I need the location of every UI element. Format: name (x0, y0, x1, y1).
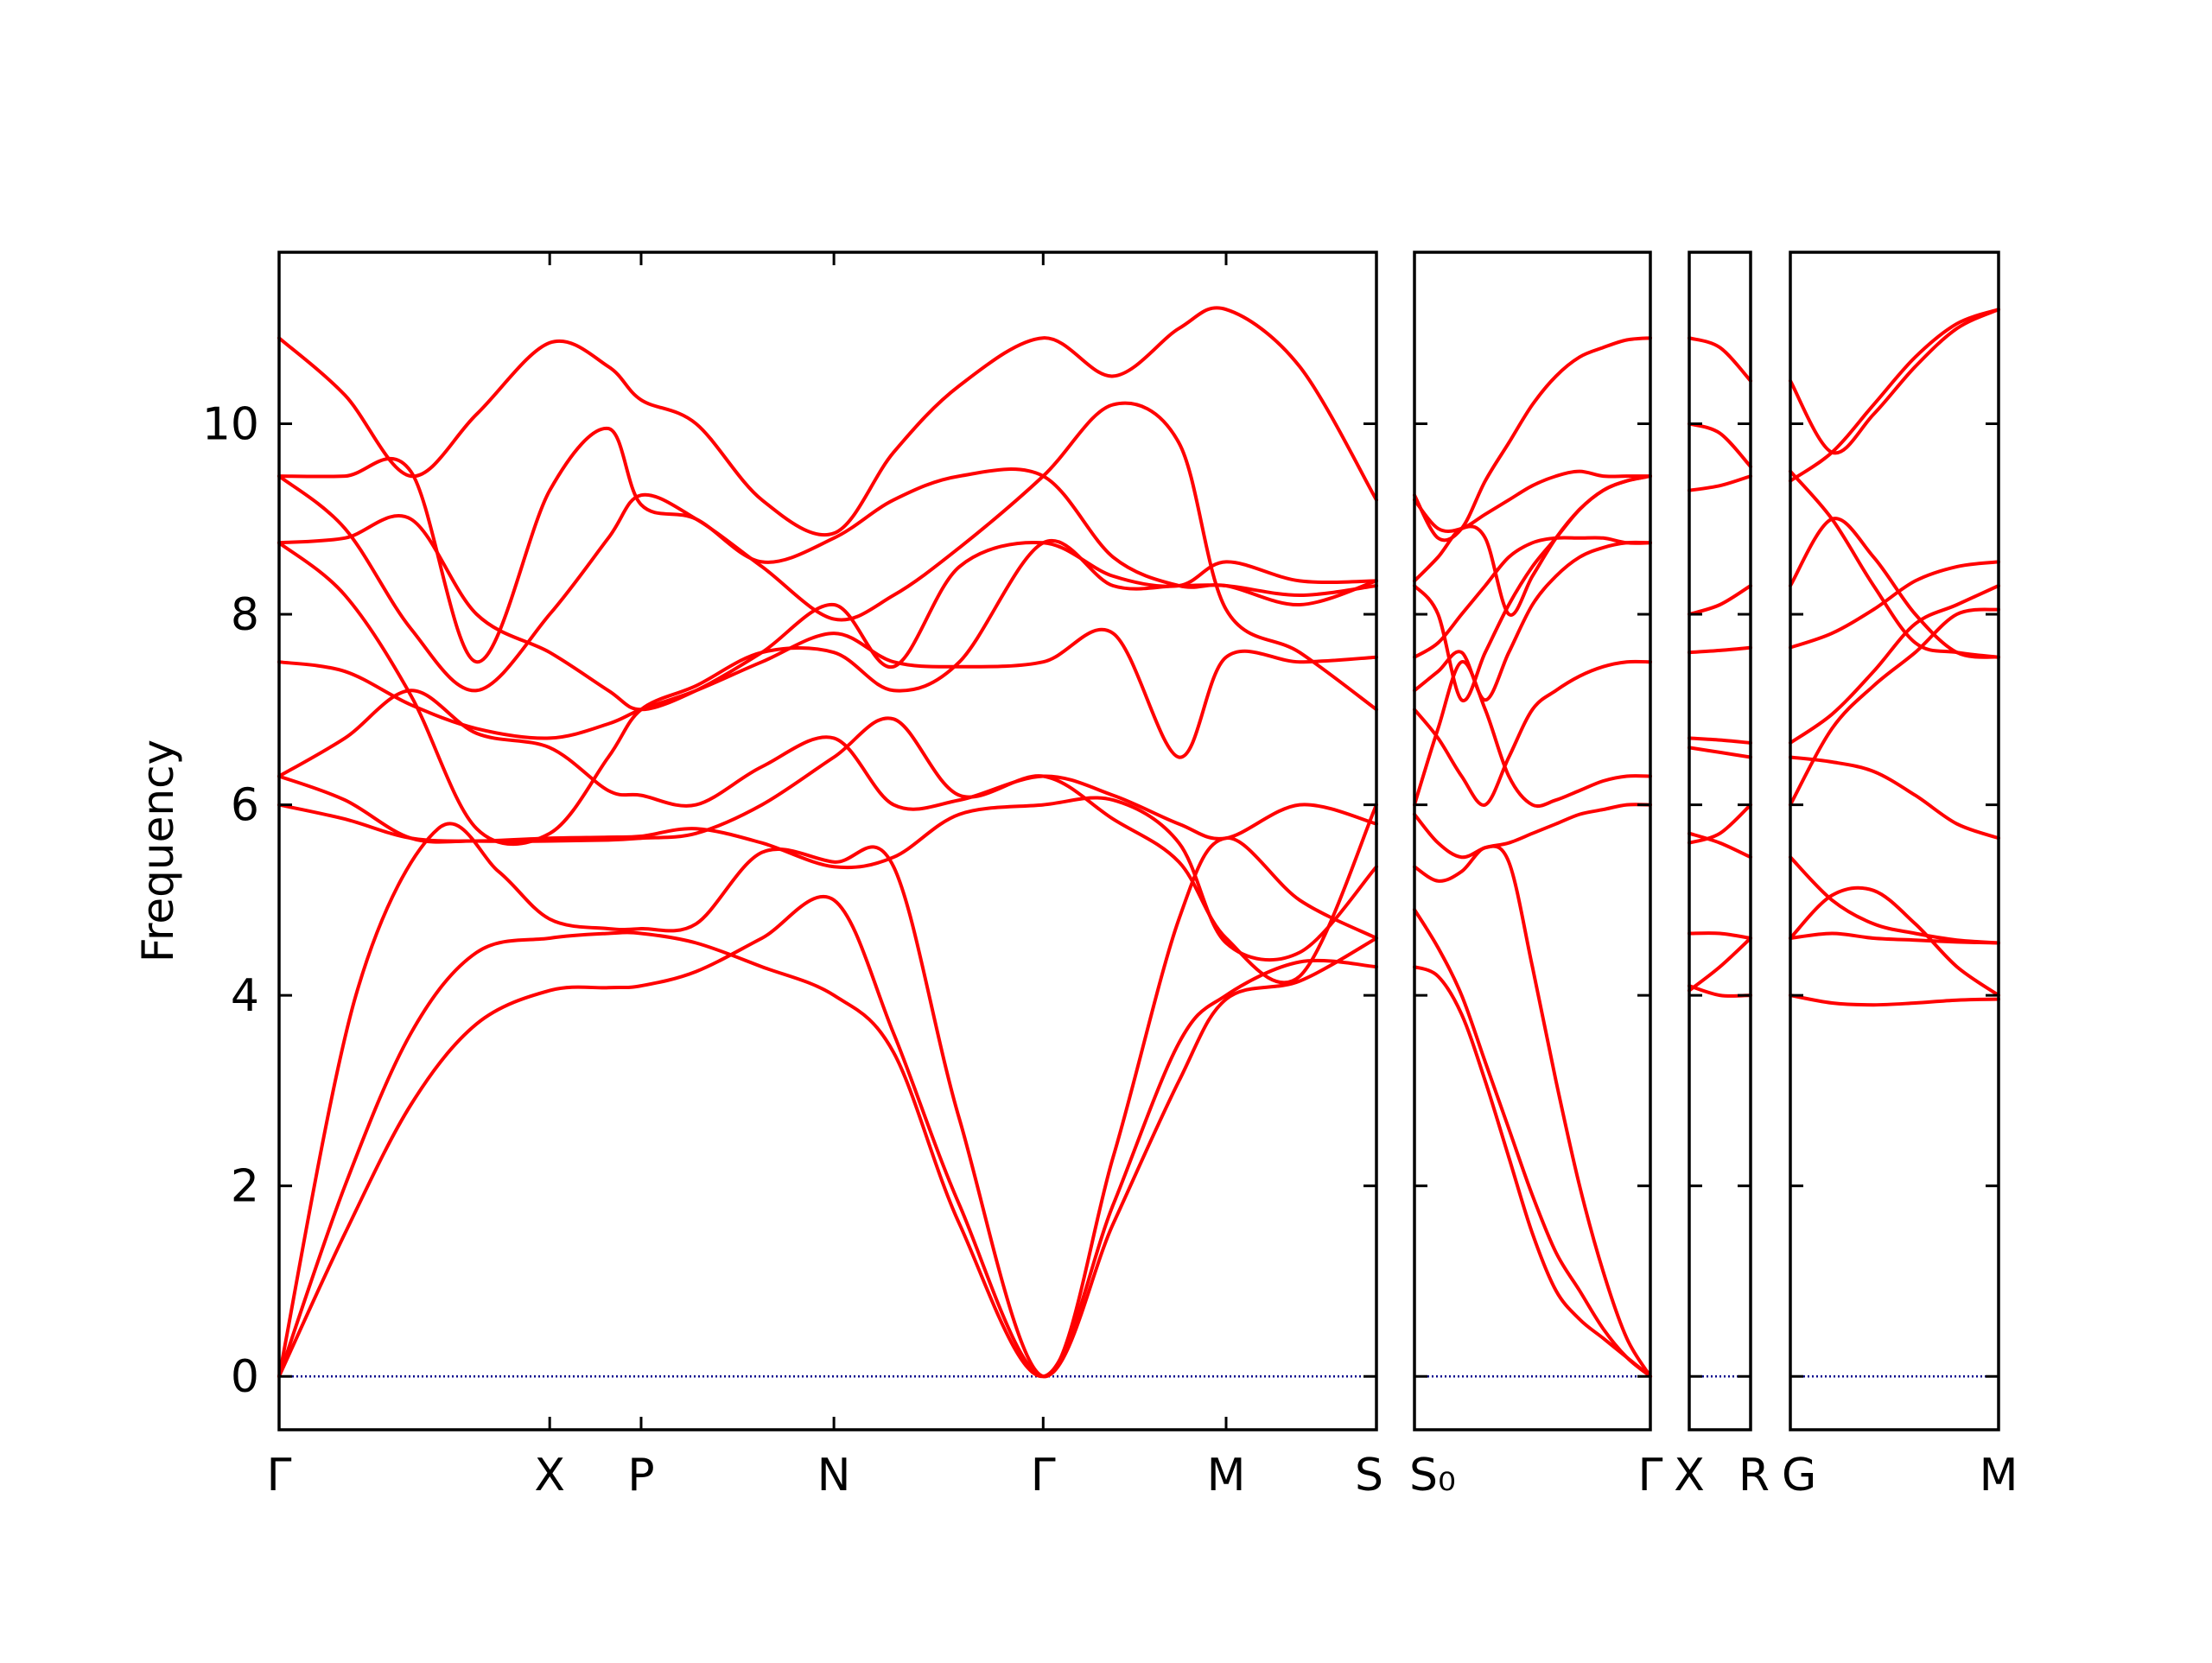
band-branch-1-10 (1413, 469, 1652, 533)
panel-frame (277, 251, 1378, 1431)
band-branch-3-5 (1789, 607, 2000, 807)
x-tick-label: S (1355, 1450, 1383, 1501)
band-branch-1-8 (1413, 474, 1652, 702)
x-tick-label: N (817, 1450, 851, 1501)
band-branch-2-7 (1688, 645, 1752, 655)
band-branch-1-0 (1413, 965, 1652, 1379)
y-tick-label: 6 (231, 780, 259, 832)
band-branch-0-0 (277, 894, 1378, 1379)
x-tick-label: G (1782, 1450, 1816, 1501)
band-branch-2-6 (1688, 736, 1752, 745)
band-branch-0-11 (277, 306, 1378, 537)
band-branch-3-11 (1789, 308, 2000, 455)
band-branch-2-3 (1688, 803, 1752, 845)
band-branch-3-10 (1789, 308, 2000, 483)
band-branch-2-10 (1688, 422, 1752, 469)
band-branch-1-6 (1413, 540, 1652, 702)
band-branch-1-1 (1413, 907, 1652, 1379)
y-axis-label: Frequency (133, 739, 183, 962)
band-branch-0-4 (277, 716, 1378, 985)
band-branch-2-1 (1688, 936, 1752, 993)
band-branch-0-5 (277, 689, 1378, 841)
band-branch-2-9 (1688, 474, 1752, 492)
band-branch-0-6 (277, 627, 1378, 759)
panel-frame (1789, 251, 2000, 1431)
x-tick-label: M (1207, 1450, 1246, 1501)
band-branch-1-11 (1413, 336, 1652, 543)
band-branch-0-3 (277, 796, 1378, 962)
band-branch-0-10 (277, 426, 1378, 664)
band-branch-2-4 (1688, 831, 1752, 860)
band-branch-3-4 (1789, 755, 2000, 841)
band-branch-3-9 (1789, 469, 2000, 659)
band-branch-1-2 (1413, 844, 1652, 1379)
bands-layer (277, 306, 2000, 1379)
band-branch-3-2 (1789, 885, 2000, 998)
band-branch-3-3 (1789, 855, 2000, 945)
band-branch-2-11 (1688, 336, 1752, 383)
y-tick-label: 8 (231, 589, 259, 641)
y-tick-label: 0 (231, 1351, 259, 1403)
y-tick-label: 4 (231, 970, 259, 1022)
y-tick-label: 2 (231, 1161, 259, 1213)
band-branch-0-9 (277, 401, 1378, 712)
band-branch-1-4 (1413, 660, 1652, 809)
x-tick-label: X (1674, 1450, 1705, 1501)
band-branch-2-2 (1688, 931, 1752, 940)
x-tick-label: M (1980, 1450, 2018, 1501)
band-branch-0-2 (277, 822, 1378, 1379)
band-branch-3-6 (1789, 584, 2000, 745)
x-tick-label: Γ (267, 1450, 292, 1501)
band-branch-0-1 (277, 930, 1378, 1379)
panel-frame (1413, 251, 1652, 1431)
band-branch-1-7 (1413, 536, 1652, 659)
x-tick-label: P (627, 1450, 654, 1501)
band-branch-3-0 (1789, 993, 2000, 1007)
x-tick-label: X (534, 1450, 565, 1501)
frames-layer (277, 251, 2000, 1431)
y-tick-label: 10 (202, 398, 259, 450)
band-branch-3-7 (1789, 560, 2000, 650)
x-tick-label: R (1738, 1450, 1770, 1501)
x-tick-label: S₀ (1409, 1450, 1456, 1501)
band-branch-2-5 (1688, 746, 1752, 759)
x-tick-label: Γ (1031, 1450, 1056, 1501)
x-tick-label: Γ (1638, 1450, 1663, 1501)
band-branch-1-3 (1413, 803, 1652, 860)
panel-frame (1688, 251, 1752, 1431)
band-branch-2-8 (1688, 584, 1752, 616)
band-branch-1-5 (1413, 659, 1652, 807)
